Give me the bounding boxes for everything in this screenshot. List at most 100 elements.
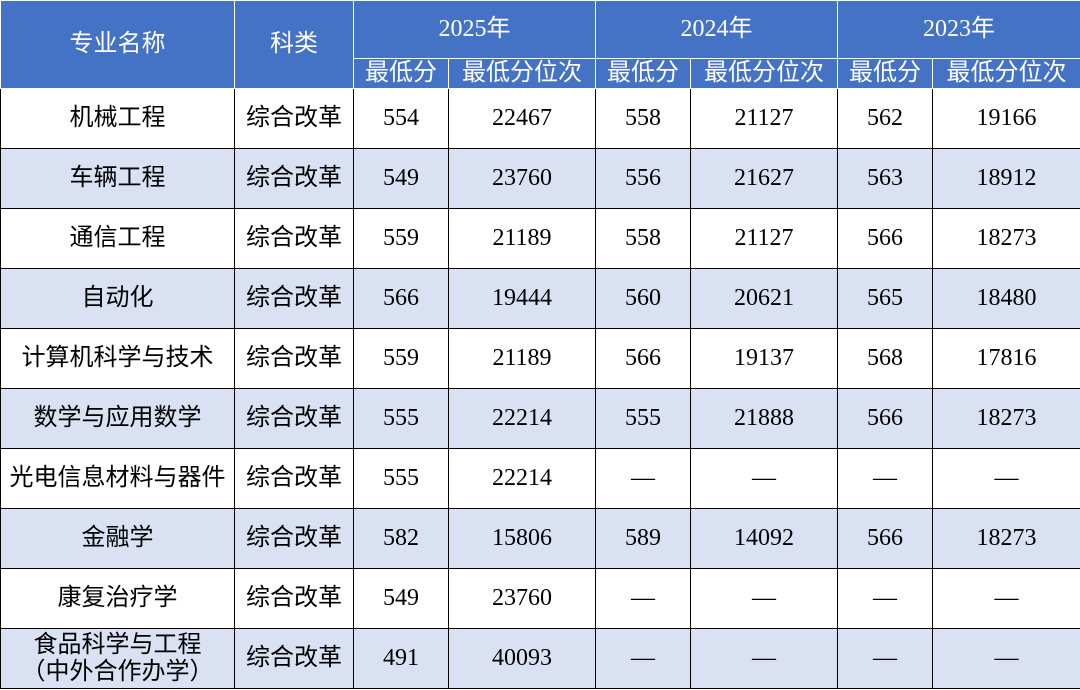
table-cell: 计算机科学与技术 (0, 328, 235, 389)
table-cell: 556 (595, 148, 691, 209)
year-header: 2025年 (353, 0, 596, 59)
table-cell: 40093 (448, 628, 596, 689)
table-cell: — (837, 628, 933, 689)
table-cell: 19137 (690, 328, 838, 389)
table-cell: 18273 (932, 208, 1080, 269)
table-cell: 555 (353, 448, 449, 509)
table-cell: — (595, 628, 691, 689)
table-cell: 562 (837, 88, 933, 149)
table-cell: 565 (837, 268, 933, 329)
table-cell: 光电信息材料与器件 (0, 448, 235, 509)
table-cell: 566 (837, 388, 933, 449)
table-row: 食品科学与工程 （中外合作办学） 综合改革 491 40093— — — — (0, 628, 1080, 689)
table-cell: — (690, 448, 838, 509)
table-cell: 综合改革 (234, 328, 354, 389)
year-header: 2024年 (595, 0, 838, 59)
year-header: 2023年 (837, 0, 1080, 59)
table-header: 专业名称 科类 2025年 2024年 2023年 最低分 最低分位次 最低分 最低分位次 最低分… (0, 0, 1080, 89)
table-cell: 22214 (448, 388, 596, 449)
table-cell: 自动化 (0, 268, 235, 329)
table-cell: 563 (837, 148, 933, 209)
table-cell: — (837, 568, 933, 629)
table-cell: 19444 (448, 268, 596, 329)
table-cell: 560 (595, 268, 691, 329)
table-cell: 综合改革 (234, 268, 354, 329)
table-row: 康复治疗学 综合改革 549 23760— — — — (0, 568, 1080, 629)
table-cell: 555 (353, 388, 449, 449)
table-cell: — (595, 448, 691, 509)
table-cell: 568 (837, 328, 933, 389)
sub-header: 最低分位次 (690, 58, 838, 89)
table-cell: 491 (353, 628, 449, 689)
table-cell: 食品科学与工程 （中外合作办学） (0, 628, 235, 689)
table-cell: 综合改革 (234, 388, 354, 449)
table-cell: 22214 (448, 448, 596, 509)
table-cell: 数学与应用数学 (0, 388, 235, 449)
table-row: 数学与应用数学 综合改革 555 22214 555 21888 566 18273 (0, 388, 1080, 449)
table-cell: 21888 (690, 388, 838, 449)
table-cell: 17816 (932, 328, 1080, 389)
table-cell: 21127 (690, 208, 838, 269)
table-cell: 566 (353, 268, 449, 329)
table-cell: — (690, 628, 838, 689)
table-cell: 18480 (932, 268, 1080, 329)
table-cell: 通信工程 (0, 208, 235, 269)
table-cell: 综合改革 (234, 208, 354, 269)
table-cell: 555 (595, 388, 691, 449)
table-cell: 18273 (932, 388, 1080, 449)
table-row: 通信工程 综合改革 559 21189 558 21127 566 18273 (0, 208, 1080, 269)
table-cell: 558 (595, 88, 691, 149)
table-cell: 综合改革 (234, 508, 354, 569)
table-cell: 558 (595, 208, 691, 269)
table-cell: 18912 (932, 148, 1080, 209)
table-cell: 559 (353, 208, 449, 269)
table-cell: 566 (837, 208, 933, 269)
table-cell: 14092 (690, 508, 838, 569)
table-cell: 车辆工程 (0, 148, 235, 209)
table-cell: — (690, 568, 838, 629)
table-cell: 综合改革 (234, 448, 354, 509)
table-cell: 21189 (448, 208, 596, 269)
table-cell: 综合改革 (234, 148, 354, 209)
table-row: 车辆工程 综合改革 549 23760 556 21627 563 18912 (0, 148, 1080, 209)
table-cell: 综合改革 (234, 88, 354, 149)
table-cell: 金融学 (0, 508, 235, 569)
table-cell: 549 (353, 568, 449, 629)
table-row: 自动化 综合改革 566 19444 560 20621 565 18480 (0, 268, 1080, 329)
sub-header: 最低分 (353, 58, 449, 89)
table-cell: 549 (353, 148, 449, 209)
table-cell: 21189 (448, 328, 596, 389)
table-cell: 18273 (932, 508, 1080, 569)
sub-header: 最低分 (837, 58, 933, 89)
header-year-row: 专业名称 科类 2025年 2024年 2023年 (0, 0, 1080, 89)
table-cell: 589 (595, 508, 691, 569)
table-cell: 559 (353, 328, 449, 389)
sub-header: 最低分 (595, 58, 691, 89)
table-row: 计算机科学与技术 综合改革 559 21189 566 19137 568 17816 (0, 328, 1080, 389)
table-cell: 23760 (448, 568, 596, 629)
table-cell: 康复治疗学 (0, 568, 235, 629)
table-cell: 20621 (690, 268, 838, 329)
table-cell: 综合改革 (234, 568, 354, 629)
table-cell: 582 (353, 508, 449, 569)
table-cell: 机械工程 (0, 88, 235, 149)
table-row: 机械工程 综合改革 554 22467 558 21127 562 19166 (0, 88, 1080, 149)
table-cell: 21127 (690, 88, 838, 149)
table-cell: 554 (353, 88, 449, 149)
table-cell: 19166 (932, 88, 1080, 149)
header-cell: 科类 (234, 0, 354, 89)
table-cell: 15806 (448, 508, 596, 569)
table-body: 机械工程 综合改革 554 22467 558 21127 562 19166 车辆工程 综合改革… (0, 88, 1080, 689)
table-row: 光电信息材料与器件 综合改革 555 22214— — — — (0, 448, 1080, 509)
table-row: 金融学 综合改革 582 15806 589 14092 566 18273 (0, 508, 1080, 569)
table-cell: 21627 (690, 148, 838, 209)
header-cell: 专业名称 (0, 0, 235, 89)
sub-header: 最低分位次 (932, 58, 1080, 89)
table-cell: 566 (837, 508, 933, 569)
table-cell: — (932, 568, 1080, 629)
sub-header: 最低分位次 (448, 58, 596, 89)
table-cell: — (932, 448, 1080, 509)
table-cell: — (837, 448, 933, 509)
